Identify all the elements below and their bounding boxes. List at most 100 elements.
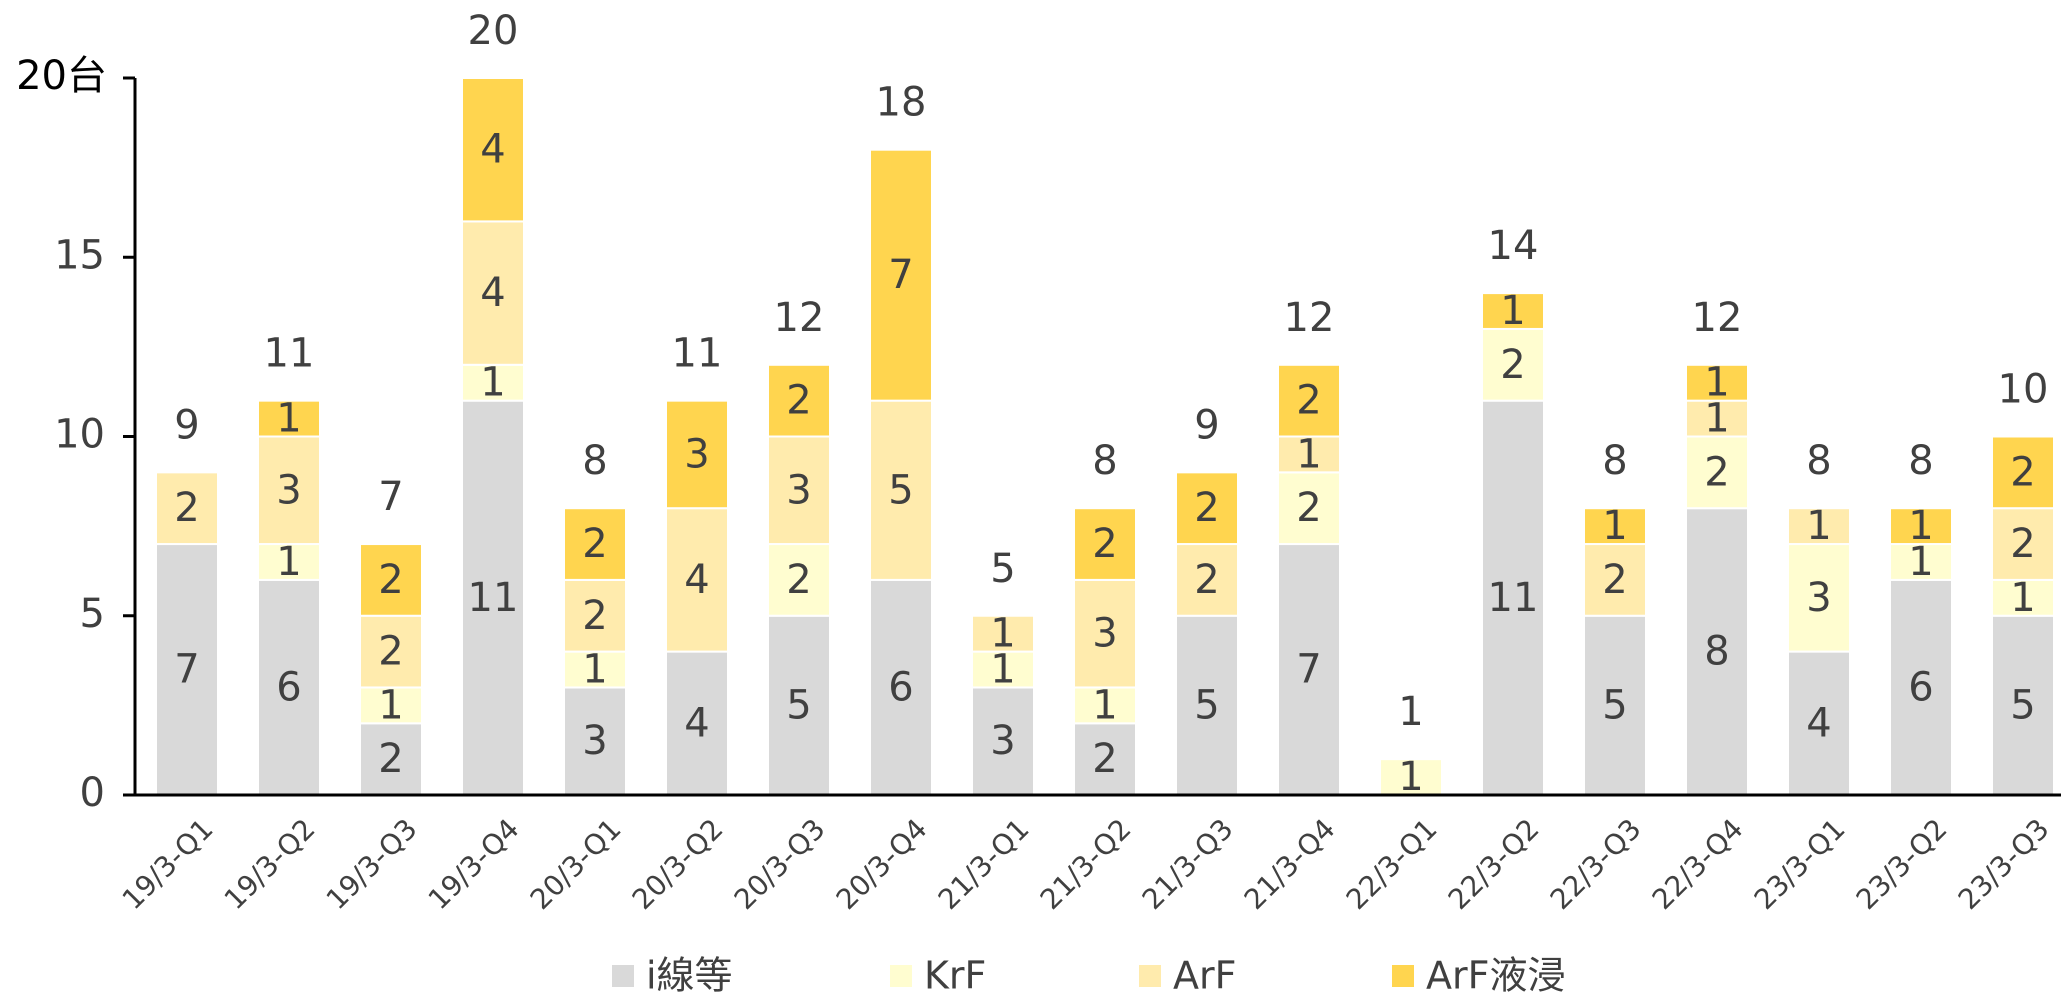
bar-segment <box>1175 543 1239 617</box>
value-label: 1 <box>480 360 505 406</box>
bar-segment <box>1991 435 2055 510</box>
legend-label: i線等 <box>646 954 733 998</box>
bar-segment <box>1685 399 1749 438</box>
value-label: 1 <box>1296 431 1321 477</box>
x-tick-label: 19/3-Q4 <box>422 812 526 916</box>
x-tick-label: 22/3-Q2 <box>1442 812 1546 916</box>
bar-segment <box>665 399 729 510</box>
bar-segment <box>563 650 627 689</box>
legend-swatch <box>1392 965 1414 987</box>
x-tick-label: 21/3-Q1 <box>932 812 1036 916</box>
bar-segment <box>1583 507 1647 546</box>
value-label: 6 <box>276 664 301 710</box>
value-label: 1 <box>1704 360 1729 406</box>
y-tick-label: 0 <box>80 770 105 816</box>
total-label: 8 <box>1602 438 1627 484</box>
x-tick-label: 19/3-Q1 <box>116 812 220 916</box>
value-label: 4 <box>480 127 505 173</box>
total-label: 12 <box>1284 295 1335 341</box>
total-label: 1 <box>1398 689 1423 735</box>
value-label: 2 <box>2010 521 2035 567</box>
value-label: 1 <box>990 611 1015 657</box>
bar-segment <box>1583 614 1647 796</box>
bar-segment <box>1583 543 1647 617</box>
x-tick-label: 19/3-Q3 <box>320 812 424 916</box>
bar-segment <box>1685 507 1749 796</box>
x-tick-label: 21/3-Q2 <box>1034 812 1138 916</box>
value-label: 1 <box>1602 503 1627 549</box>
bar-segment <box>1277 363 1341 438</box>
total-label: 8 <box>1908 438 1933 484</box>
legend-swatch <box>612 965 634 987</box>
value-label: 7 <box>174 647 199 693</box>
bar-segment <box>971 650 1035 689</box>
total-label: 10 <box>1998 367 2049 413</box>
bar-segment <box>1175 471 1239 546</box>
value-label: 2 <box>378 557 403 603</box>
value-label: 5 <box>786 682 811 728</box>
value-label: 2 <box>378 736 403 782</box>
bar-segment <box>359 722 423 796</box>
x-tick-label: 20/3-Q4 <box>830 812 934 916</box>
x-tick-label: 23/3-Q3 <box>1952 812 2056 916</box>
x-tick-label: 22/3-Q1 <box>1340 812 1444 916</box>
value-label: 3 <box>1092 611 1117 657</box>
value-label: 3 <box>786 467 811 513</box>
bar-segment <box>1787 507 1851 546</box>
value-label: 4 <box>480 270 505 316</box>
value-label: 7 <box>1296 647 1321 693</box>
x-tick-label: 19/3-Q2 <box>218 812 322 916</box>
value-label: 4 <box>684 700 709 746</box>
value-label: 6 <box>1908 664 1933 710</box>
value-label: 2 <box>1296 378 1321 424</box>
x-tick-label: 23/3-Q1 <box>1748 812 1852 916</box>
total-label: 18 <box>876 80 927 126</box>
bar-segment <box>1991 578 2055 617</box>
value-label: 11 <box>468 575 519 621</box>
value-label: 2 <box>1092 521 1117 567</box>
value-label: 2 <box>1500 342 1525 388</box>
value-label: 2 <box>174 485 199 531</box>
value-label: 2 <box>1704 449 1729 495</box>
value-label: 5 <box>1602 682 1627 728</box>
value-label: 1 <box>1398 754 1423 800</box>
bar-segment <box>767 543 831 617</box>
bar-segment <box>461 399 525 796</box>
bar-segment <box>1277 435 1341 474</box>
bar-segment <box>257 435 321 546</box>
total-label: 5 <box>990 546 1015 592</box>
value-label: 5 <box>2010 682 2035 728</box>
value-label: 1 <box>276 539 301 585</box>
value-label: 3 <box>684 431 709 477</box>
bar-segment <box>1685 363 1749 402</box>
x-tick-label: 22/3-Q4 <box>1646 812 1750 916</box>
bar-segment <box>1073 507 1137 581</box>
value-label: 1 <box>276 396 301 442</box>
value-label: 2 <box>1602 557 1627 603</box>
bar-segment <box>971 614 1035 653</box>
value-label: 3 <box>990 718 1015 764</box>
value-label: 2 <box>378 629 403 675</box>
value-label: 6 <box>888 664 913 710</box>
value-label: 11 <box>1488 575 1539 621</box>
value-label: 5 <box>1194 682 1219 728</box>
bar-segment <box>1889 507 1953 546</box>
bar-segment <box>1889 578 1953 797</box>
bar-segment <box>767 363 831 438</box>
value-label: 1 <box>2010 575 2035 621</box>
value-label: 3 <box>582 718 607 764</box>
bar-segment <box>1685 435 1749 510</box>
value-label: 5 <box>888 467 913 513</box>
legend-swatch <box>1139 965 1161 987</box>
value-label: 8 <box>1704 629 1729 675</box>
bar-segment <box>1073 578 1137 689</box>
value-label: 1 <box>1092 682 1117 728</box>
total-label: 8 <box>1806 438 1831 484</box>
y-tick-label: 15 <box>54 232 105 278</box>
value-label: 2 <box>1296 485 1321 531</box>
bar-segment <box>257 399 321 438</box>
bar-segment <box>1991 614 2055 796</box>
value-label: 7 <box>888 252 913 298</box>
legend-swatch <box>890 965 912 987</box>
